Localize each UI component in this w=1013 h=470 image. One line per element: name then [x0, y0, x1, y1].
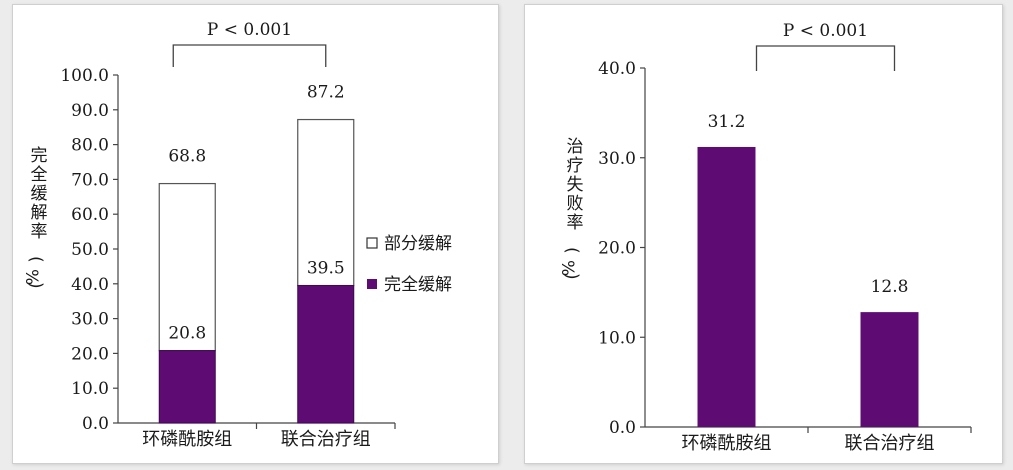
bar-chart: 0.0 10.0 20.0 30.0 40.0 环磷酰胺组 联合治疗组 治疗失败率(%) 31.…	[557, 21, 972, 454]
data-label-total: 68.8	[168, 147, 206, 167]
bar	[860, 312, 919, 427]
x-tick-label: 联合治疗组	[845, 433, 935, 454]
data-label: 12.8	[871, 277, 909, 297]
y-tick-label: 70.0	[71, 170, 109, 190]
y-tick-label: 10.0	[71, 379, 109, 399]
y-tick-label: 80.0	[71, 136, 109, 156]
p-value-annotation: P < 0.001	[207, 20, 292, 40]
y-tick-label: 20.0	[598, 239, 636, 259]
data-label: 31.2	[708, 112, 746, 132]
y-tick-label: 100.0	[60, 66, 109, 86]
bar-complete-remission	[158, 350, 216, 424]
y-tick-label: 0.0	[82, 414, 109, 434]
x-tick-label: 联合治疗组	[281, 429, 371, 450]
legend-swatch-partial	[366, 237, 378, 249]
bar-partial-remission	[158, 182, 216, 352]
significance-bracket	[172, 44, 327, 67]
y-tick-label: 50.0	[71, 240, 109, 260]
legend-swatch-complete	[367, 279, 377, 289]
bar-partial-remission	[297, 118, 355, 287]
legend-label-partial: 部分缓解	[384, 234, 452, 254]
p-value-annotation: P < 0.001	[783, 21, 868, 41]
data-label-complete: 39.5	[307, 259, 345, 279]
significance-bracket	[755, 45, 896, 71]
bar	[697, 146, 756, 428]
y-tick-label: 90.0	[71, 101, 109, 121]
legend-label-complete: 完全缓解	[384, 275, 452, 295]
x-tick-label: 环磷酰胺组	[682, 433, 772, 454]
y-tick-label: 40.0	[598, 59, 636, 79]
y-tick-label: 10.0	[598, 328, 636, 348]
stacked-bar-chart: 0.0 10.0 20.0 30.0 40.0 50.0 60.0 70.0 80.0 90.0 1…	[21, 20, 452, 450]
y-tick-label: 60.0	[71, 205, 109, 225]
chart-panel-treatment-failure: 0.0 10.0 20.0 30.0 40.0 环磷酰胺组 联合治疗组 治疗失败率(%) 31.…	[524, 4, 1003, 464]
x-tick-label: 环磷酰胺组	[142, 429, 232, 450]
bar-complete-remission	[297, 285, 355, 424]
data-label-complete: 20.8	[168, 324, 206, 344]
chart-panel-complete-remission: 0.0 10.0 20.0 30.0 40.0 50.0 60.0 70.0 80.0 90.0 1…	[12, 4, 499, 464]
y-axis-label: 治疗失败率(%)	[557, 137, 584, 280]
y-tick-label: 40.0	[71, 275, 109, 295]
y-tick-label: 0.0	[609, 418, 636, 438]
data-label-total: 87.2	[307, 83, 345, 103]
y-tick-label: 30.0	[598, 149, 636, 169]
y-tick-label: 20.0	[71, 344, 109, 364]
y-tick-label: 30.0	[71, 310, 109, 330]
y-axis-label: 完全缓解率(%)	[21, 146, 48, 289]
